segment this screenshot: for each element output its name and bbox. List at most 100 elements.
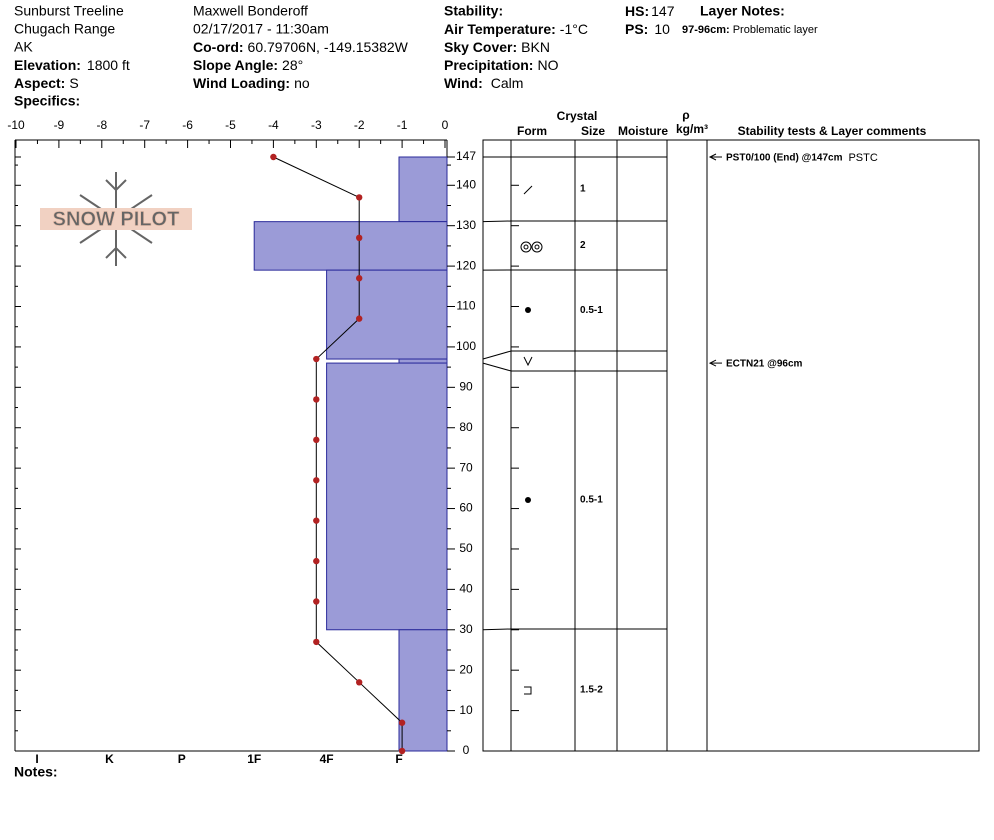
range: Chugach Range (14, 21, 115, 37)
value: -1°C (560, 21, 588, 37)
hardness-layer (398, 629, 448, 752)
y-tick-label: 0 (463, 743, 470, 757)
logo-band (40, 208, 192, 230)
label: Co-ord: (193, 39, 244, 55)
value: 147 (651, 3, 675, 19)
x-tick-label: -10 (7, 118, 25, 132)
elevation: Elevation: 1800 ft (14, 57, 130, 73)
x-tick-label: -9 (54, 118, 65, 132)
form-symbol (534, 244, 540, 250)
table-frame (482, 139, 980, 752)
label: Wind Loading: (193, 75, 290, 91)
label: HS: (625, 3, 649, 19)
hardness-label: I (35, 752, 38, 766)
label: Precipitation: (444, 57, 533, 73)
label: Air Temperature: (444, 21, 556, 37)
comments-header: Stability tests & Layer comments (738, 124, 927, 138)
temperature-point (356, 194, 363, 201)
y-tick-label: 50 (459, 541, 473, 555)
value: BKN (521, 39, 550, 55)
hardness-label: 1F (247, 752, 261, 766)
hardness-label: 4F (320, 752, 334, 766)
x-tick-label: -6 (182, 118, 193, 132)
density-header: ρ (682, 108, 689, 122)
form-symbol (524, 686, 532, 695)
form-header: Form (517, 124, 547, 138)
x-tick-label: -2 (354, 118, 365, 132)
note-text: Problematic layer (733, 24, 818, 36)
temperature-point (313, 477, 320, 484)
sky-cover: Sky Cover: BKN (444, 39, 550, 55)
y-tick-label: 110 (456, 299, 475, 313)
test-text: ECTN21 @96cm (726, 359, 803, 370)
temperature-point (313, 638, 320, 646)
form-symbol (525, 307, 531, 313)
size-header: Size (581, 124, 605, 138)
temperature-point (356, 275, 363, 282)
hardness-layer (253, 221, 448, 271)
label: Aspect: (14, 75, 65, 91)
logo-text: SNOW PILOT (53, 208, 180, 230)
x-tick-label: -7 (139, 118, 150, 132)
grain-size: 2 (580, 240, 586, 251)
value: Calm (491, 75, 524, 91)
hardness-layer (398, 358, 448, 364)
crystal-header: Crystal (557, 109, 598, 123)
form-symbol (531, 241, 543, 253)
temperature-point (356, 234, 363, 242)
y-tick-label: 30 (459, 622, 473, 636)
grain-size: 0.5-1 (580, 495, 603, 506)
density-unit: kg/m³ (676, 122, 708, 136)
temperature-point (313, 517, 320, 524)
note-range: 97-96cm: (682, 24, 730, 36)
coord: Co-ord: 60.79706N, -149.15382W (193, 39, 409, 55)
value: 28° (282, 57, 303, 73)
layer-boundary (482, 628, 667, 631)
x-tick-label: -4 (268, 118, 279, 132)
temperature-point (356, 315, 363, 322)
temperature-point (270, 153, 277, 161)
layer-boundary (482, 362, 667, 372)
y-tick-label: 100 (456, 339, 476, 353)
x-tick-label: -3 (311, 118, 322, 132)
y-tick-label: 40 (459, 582, 473, 596)
y-tick-label: 147 (456, 149, 476, 163)
observer: Maxwell Bonderoff (193, 3, 308, 19)
y-tick-label: 140 (456, 177, 476, 191)
layer-boundary (482, 220, 667, 223)
wind: Wind: Calm (444, 75, 523, 91)
y-tick-label: 90 (459, 379, 473, 393)
hardness-label: P (178, 752, 186, 766)
x-tick-label: -5 (225, 118, 236, 132)
x-tick-label: -1 (397, 118, 408, 132)
form-symbol (523, 356, 533, 367)
datetime: 02/17/2017 - 11:30am (193, 21, 329, 37)
temperature-point (313, 436, 320, 444)
grain-size: 0.5-1 (580, 305, 603, 316)
y-tick-label: 130 (456, 218, 476, 232)
y-tick-label: 60 (459, 501, 473, 515)
y-tick-label: 20 (459, 662, 473, 676)
label: PS: (625, 21, 648, 37)
wind-loading: Wind Loading: no (193, 75, 310, 91)
x-tick-label: -8 (96, 118, 107, 132)
label: Wind: (444, 75, 483, 91)
specifics: Specifics: (14, 93, 80, 109)
value: 1800 ft (87, 57, 130, 73)
hardness-layer (398, 156, 448, 223)
temperature-point (313, 355, 320, 363)
label: Elevation: (14, 57, 81, 73)
temperature-point (313, 557, 320, 565)
form-symbol (523, 244, 529, 250)
state: AK (14, 39, 33, 55)
moisture-header: Moisture (618, 124, 668, 138)
hs: HS: 147 (625, 3, 675, 19)
value: 10 (654, 21, 670, 37)
form-symbol (525, 497, 531, 503)
test-arrowhead (708, 359, 717, 367)
grain-size: 1.5-2 (580, 685, 603, 696)
aspect: Aspect: S (14, 75, 79, 91)
label: Slope Angle: (193, 57, 278, 73)
temperature-line (273, 156, 403, 751)
x-tick-label: 0 (442, 118, 449, 132)
